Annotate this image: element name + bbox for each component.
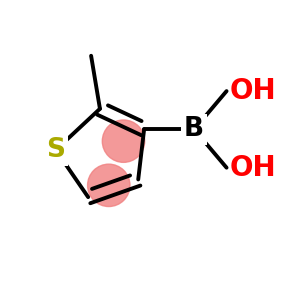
Text: OH: OH (230, 77, 276, 105)
Text: B: B (184, 116, 204, 142)
Text: OH: OH (230, 154, 276, 182)
Circle shape (88, 164, 130, 206)
Text: S: S (46, 137, 65, 163)
Circle shape (102, 120, 145, 162)
